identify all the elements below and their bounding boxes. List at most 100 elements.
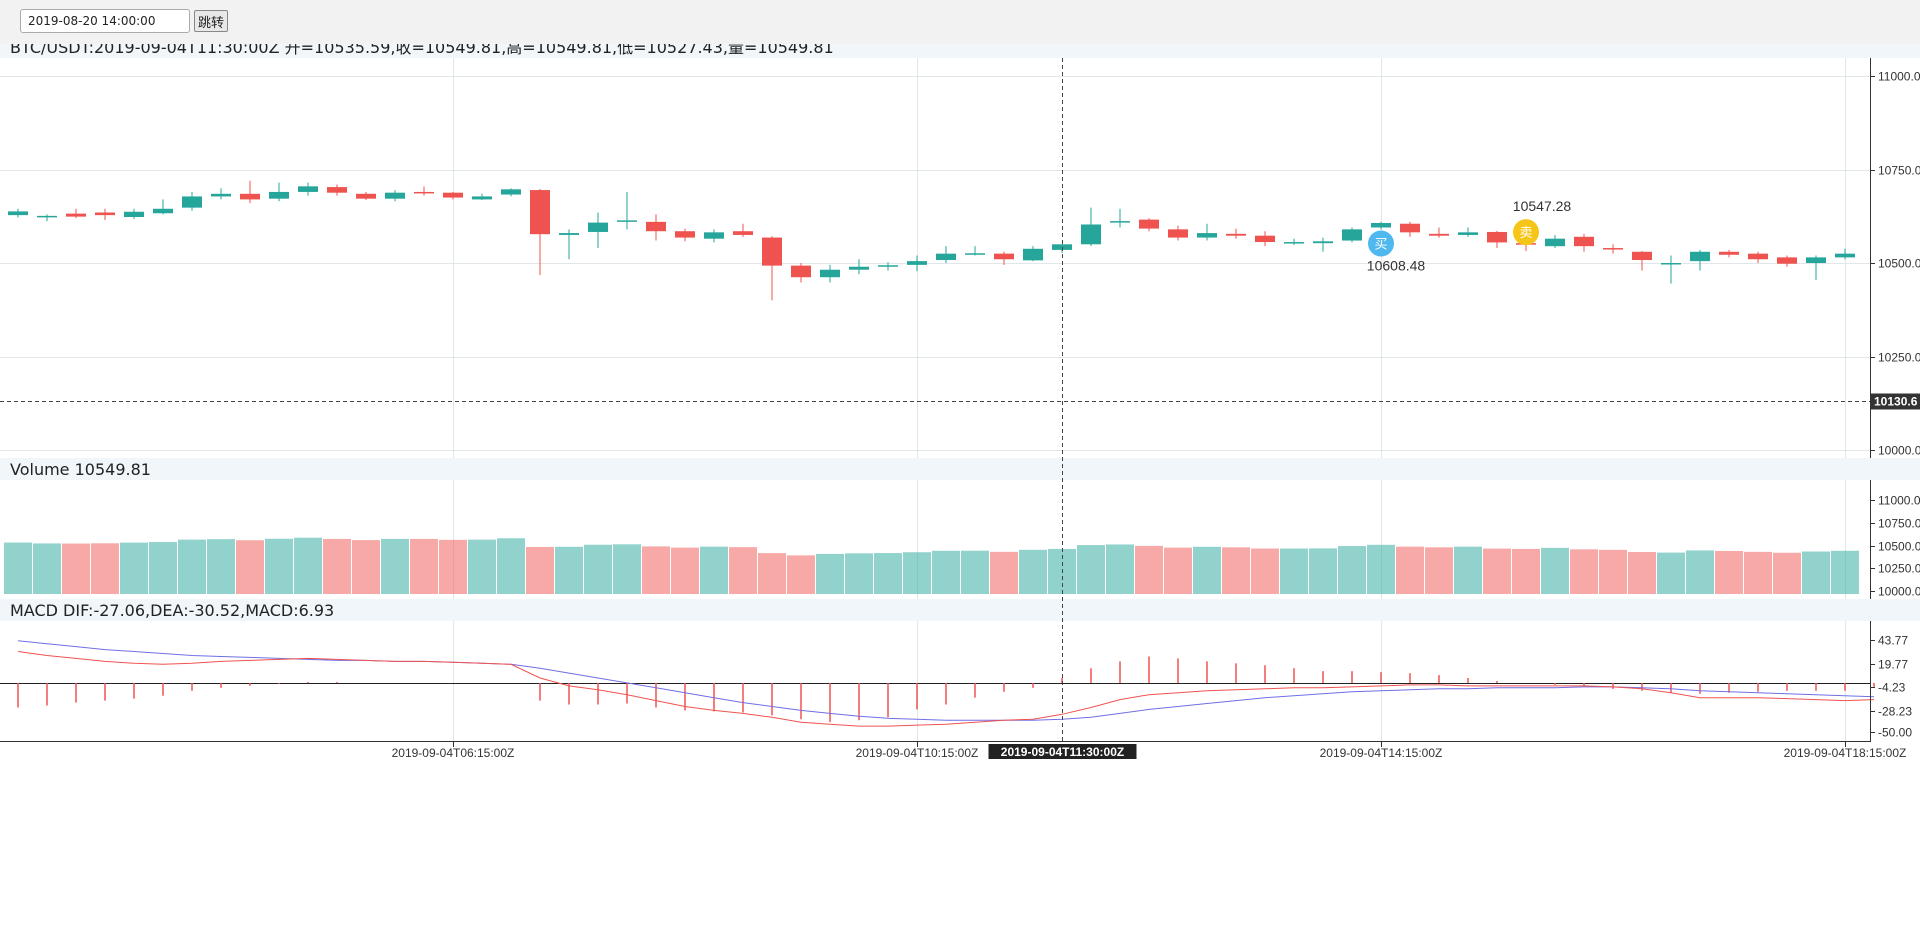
candle-body-12 — [356, 193, 376, 199]
volume-bar-23 — [671, 547, 699, 594]
candle-19 — [559, 229, 579, 260]
candle-body-59 — [1719, 251, 1739, 255]
candle-63 — [1835, 248, 1855, 260]
volume-bar-56 — [1628, 552, 1656, 594]
macd-ytick-label-3: 19.77 — [1878, 658, 1908, 672]
candle-51 — [1487, 230, 1507, 249]
candle-55 — [1603, 244, 1623, 254]
candle-body-13 — [385, 192, 405, 199]
candle-body-15 — [443, 192, 463, 198]
volume-bar-33 — [961, 550, 989, 594]
candle-57 — [1661, 255, 1681, 284]
volume-bar-37 — [1077, 545, 1105, 594]
candle-37 — [1081, 207, 1101, 247]
candle-body-24 — [704, 232, 724, 239]
candle-body-5 — [153, 208, 173, 214]
sell-marker-label: 卖 — [1519, 226, 1532, 241]
candle-body-47 — [1371, 222, 1391, 228]
volume-bar-54 — [1570, 549, 1598, 594]
volume-pane — [4, 537, 1859, 594]
volume-bar-10 — [294, 537, 322, 594]
candle-40 — [1168, 225, 1188, 241]
candle-0 — [8, 208, 28, 218]
candle-body-49 — [1429, 233, 1449, 236]
date-input[interactable] — [20, 9, 190, 33]
candle-body-4 — [124, 211, 144, 217]
candle-7 — [211, 188, 231, 200]
time-tick-label-1: 2019-09-04T10:15:00Z — [856, 746, 979, 760]
volume-bar-0 — [4, 542, 32, 594]
candle-24 — [704, 229, 724, 243]
volume-bar-58 — [1686, 550, 1714, 594]
toolbar: 跳转 — [0, 0, 1920, 44]
volume-bar-28 — [816, 553, 844, 594]
candle-18 — [530, 188, 550, 275]
crosshair-price-label: 10130.6 — [1874, 395, 1918, 409]
volume-bar-7 — [207, 539, 235, 594]
candle-49 — [1429, 227, 1449, 238]
candle-body-8 — [240, 193, 260, 200]
candle-body-21 — [617, 220, 637, 222]
candle-61 — [1777, 255, 1797, 267]
candle-body-45 — [1313, 241, 1333, 244]
candle-3 — [95, 208, 115, 220]
candle-9 — [269, 182, 289, 202]
price-ytick-label-4: 11000.0 — [1878, 70, 1920, 84]
candle-5 — [153, 199, 173, 215]
price-ytick-label-1: 10250.0 — [1878, 351, 1920, 365]
candle-body-40 — [1168, 229, 1188, 238]
volume-bar-43 — [1251, 548, 1279, 594]
y-axis-ticks: 10000.0 10250.0 10500.0 10750.0 11000.0 10000… — [1870, 70, 1920, 740]
volume-bar-6 — [178, 539, 206, 594]
candle-body-33 — [965, 253, 985, 255]
candle-body-28 — [820, 269, 840, 278]
candle-body-30 — [878, 265, 898, 267]
chart-area[interactable]: BTC/USDT:2019-09-04T11:30:00Z 开=10535.59… — [0, 44, 1920, 937]
candle-body-44 — [1284, 242, 1304, 244]
crosshair-time-label: 2019-09-04T11:30:00Z — [1001, 745, 1124, 759]
time-axis-ticks: 2019-09-04T06:15:00Z 2019-09-04T10:15:00Z… — [392, 742, 1906, 760]
candle-body-38 — [1110, 221, 1130, 223]
volume-bar-42 — [1222, 547, 1250, 594]
candle-body-17 — [501, 189, 521, 195]
candle-14 — [414, 186, 434, 196]
candle-body-48 — [1400, 223, 1420, 233]
price-pane — [8, 180, 1855, 301]
volume-bar-55 — [1599, 549, 1627, 594]
candle-body-3 — [95, 212, 115, 216]
candle-21 — [617, 191, 637, 230]
candle-body-46 — [1342, 229, 1362, 241]
candle-body-61 — [1777, 257, 1797, 264]
candle-body-16 — [472, 196, 492, 200]
volume-bar-2 — [62, 543, 90, 594]
volume-bar-3 — [91, 543, 119, 594]
volume-bar-4 — [120, 542, 148, 594]
candle-10 — [298, 182, 318, 196]
candle-30 — [878, 262, 898, 271]
candle-27 — [791, 263, 811, 283]
macd-chart-title: MACD DIF:-27.06,DEA:-30.52,MACD:6.93 — [10, 601, 334, 620]
macd-ytick-label-0: -50.00 — [1878, 726, 1912, 740]
jump-button[interactable]: 跳转 — [194, 10, 229, 32]
volume-bar-31 — [903, 552, 931, 594]
candle-23 — [675, 228, 695, 242]
candle-body-32 — [936, 253, 956, 261]
candle-33 — [965, 246, 985, 256]
candle-54 — [1574, 233, 1594, 252]
volume-bar-44 — [1280, 548, 1308, 594]
volume-ytick-label-1: 10250.0 — [1878, 562, 1920, 576]
crosshair-price-box — [1871, 393, 1920, 410]
volume-bar-20 — [584, 544, 612, 594]
candle-31 — [907, 255, 927, 272]
candle-17 — [501, 188, 521, 197]
volume-ytick-label-4: 11000.0 — [1878, 494, 1920, 508]
candle-1 — [37, 214, 57, 222]
candle-38 — [1110, 208, 1130, 228]
volume-bar-13 — [381, 538, 409, 594]
volume-bar-48 — [1396, 546, 1424, 594]
candle-body-35 — [1023, 248, 1043, 261]
trade-markers: 买 10608.48 卖 10547.28 — [1367, 198, 1572, 273]
candle-body-0 — [8, 211, 28, 216]
candle-body-58 — [1690, 251, 1710, 262]
volume-bar-30 — [874, 553, 902, 594]
